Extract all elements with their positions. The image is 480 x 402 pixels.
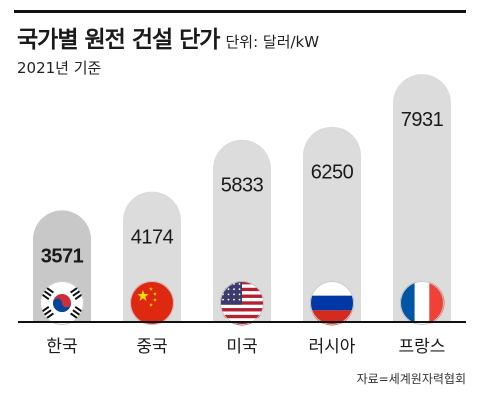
source-note: 자료=세계원자력협회 [356, 372, 466, 386]
russia-flag-icon [310, 281, 354, 326]
korea-flag-icon [40, 281, 84, 325]
usa-flag-icon [220, 281, 264, 326]
chart-title: 국가별 원전 건설 단가 [17, 27, 220, 53]
value-label-1: 4174 [131, 227, 174, 249]
value-label-2: 5833 [221, 175, 264, 197]
unit-label: 단위: 달러/kW [225, 33, 320, 51]
value-label-0: 3571 [41, 245, 84, 267]
bar-2 [213, 139, 271, 322]
category-label-4: 프랑스 [399, 337, 446, 357]
china-flag-icon [130, 281, 174, 325]
category-label-3: 러시아 [309, 337, 356, 357]
bar-4 [393, 74, 451, 322]
category-label-0: 한국 [46, 337, 77, 357]
value-label-3: 6250 [311, 162, 354, 184]
top-rule [14, 10, 466, 13]
category-label-1: 중국 [136, 337, 167, 357]
title-row: 국가별 원전 건설 단가 단위: 달러/kW [17, 20, 319, 54]
chart-subtitle: 2021년 기준 [17, 59, 102, 77]
value-label-4: 7931 [401, 109, 444, 131]
category-label-2: 미국 [226, 337, 257, 357]
bar-3 [303, 126, 361, 322]
france-flag-icon [400, 281, 445, 325]
